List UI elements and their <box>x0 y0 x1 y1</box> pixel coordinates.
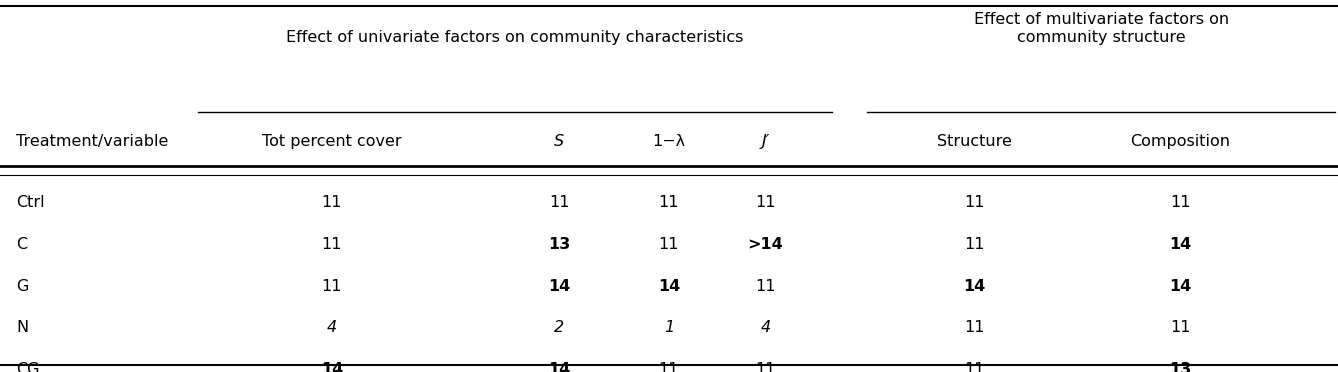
Text: S: S <box>554 134 565 149</box>
Text: 11: 11 <box>755 279 776 294</box>
Text: Treatment/variable: Treatment/variable <box>16 134 169 149</box>
Text: 14: 14 <box>549 362 570 372</box>
Text: Structure: Structure <box>937 134 1012 149</box>
Text: 11: 11 <box>963 237 985 252</box>
Text: 11: 11 <box>1169 320 1191 335</box>
Text: C: C <box>16 237 27 252</box>
Text: 1: 1 <box>664 320 674 335</box>
Text: 14: 14 <box>1169 279 1191 294</box>
Text: 11: 11 <box>549 195 570 210</box>
Text: 11: 11 <box>658 195 680 210</box>
Text: Tot percent cover: Tot percent cover <box>262 134 401 149</box>
Text: CG: CG <box>16 362 40 372</box>
Text: 14: 14 <box>658 279 680 294</box>
Text: 13: 13 <box>549 237 570 252</box>
Text: 11: 11 <box>963 362 985 372</box>
Text: Ctrl: Ctrl <box>16 195 44 210</box>
Text: N: N <box>16 320 28 335</box>
Text: 14: 14 <box>963 279 985 294</box>
Text: 11: 11 <box>755 362 776 372</box>
Text: 11: 11 <box>963 195 985 210</box>
Text: 11: 11 <box>755 195 776 210</box>
Text: Effect of multivariate factors on
community structure: Effect of multivariate factors on commun… <box>974 12 1228 45</box>
Text: 14: 14 <box>1169 237 1191 252</box>
Text: J′: J′ <box>761 134 769 149</box>
Text: 4: 4 <box>326 320 337 335</box>
Text: 2: 2 <box>554 320 565 335</box>
Text: 4: 4 <box>760 320 771 335</box>
Text: 11: 11 <box>1169 195 1191 210</box>
Text: Effect of univariate factors on community characteristics: Effect of univariate factors on communit… <box>286 30 744 45</box>
Text: 11: 11 <box>321 237 343 252</box>
Text: 13: 13 <box>1169 362 1191 372</box>
Text: >14: >14 <box>748 237 783 252</box>
Text: 11: 11 <box>658 362 680 372</box>
Text: G: G <box>16 279 28 294</box>
Text: 11: 11 <box>321 279 343 294</box>
Text: 14: 14 <box>549 279 570 294</box>
Text: Composition: Composition <box>1131 134 1230 149</box>
Text: 14: 14 <box>321 362 343 372</box>
Text: 1−λ: 1−λ <box>653 134 685 149</box>
Text: 11: 11 <box>658 237 680 252</box>
Text: 11: 11 <box>963 320 985 335</box>
Text: 11: 11 <box>321 195 343 210</box>
